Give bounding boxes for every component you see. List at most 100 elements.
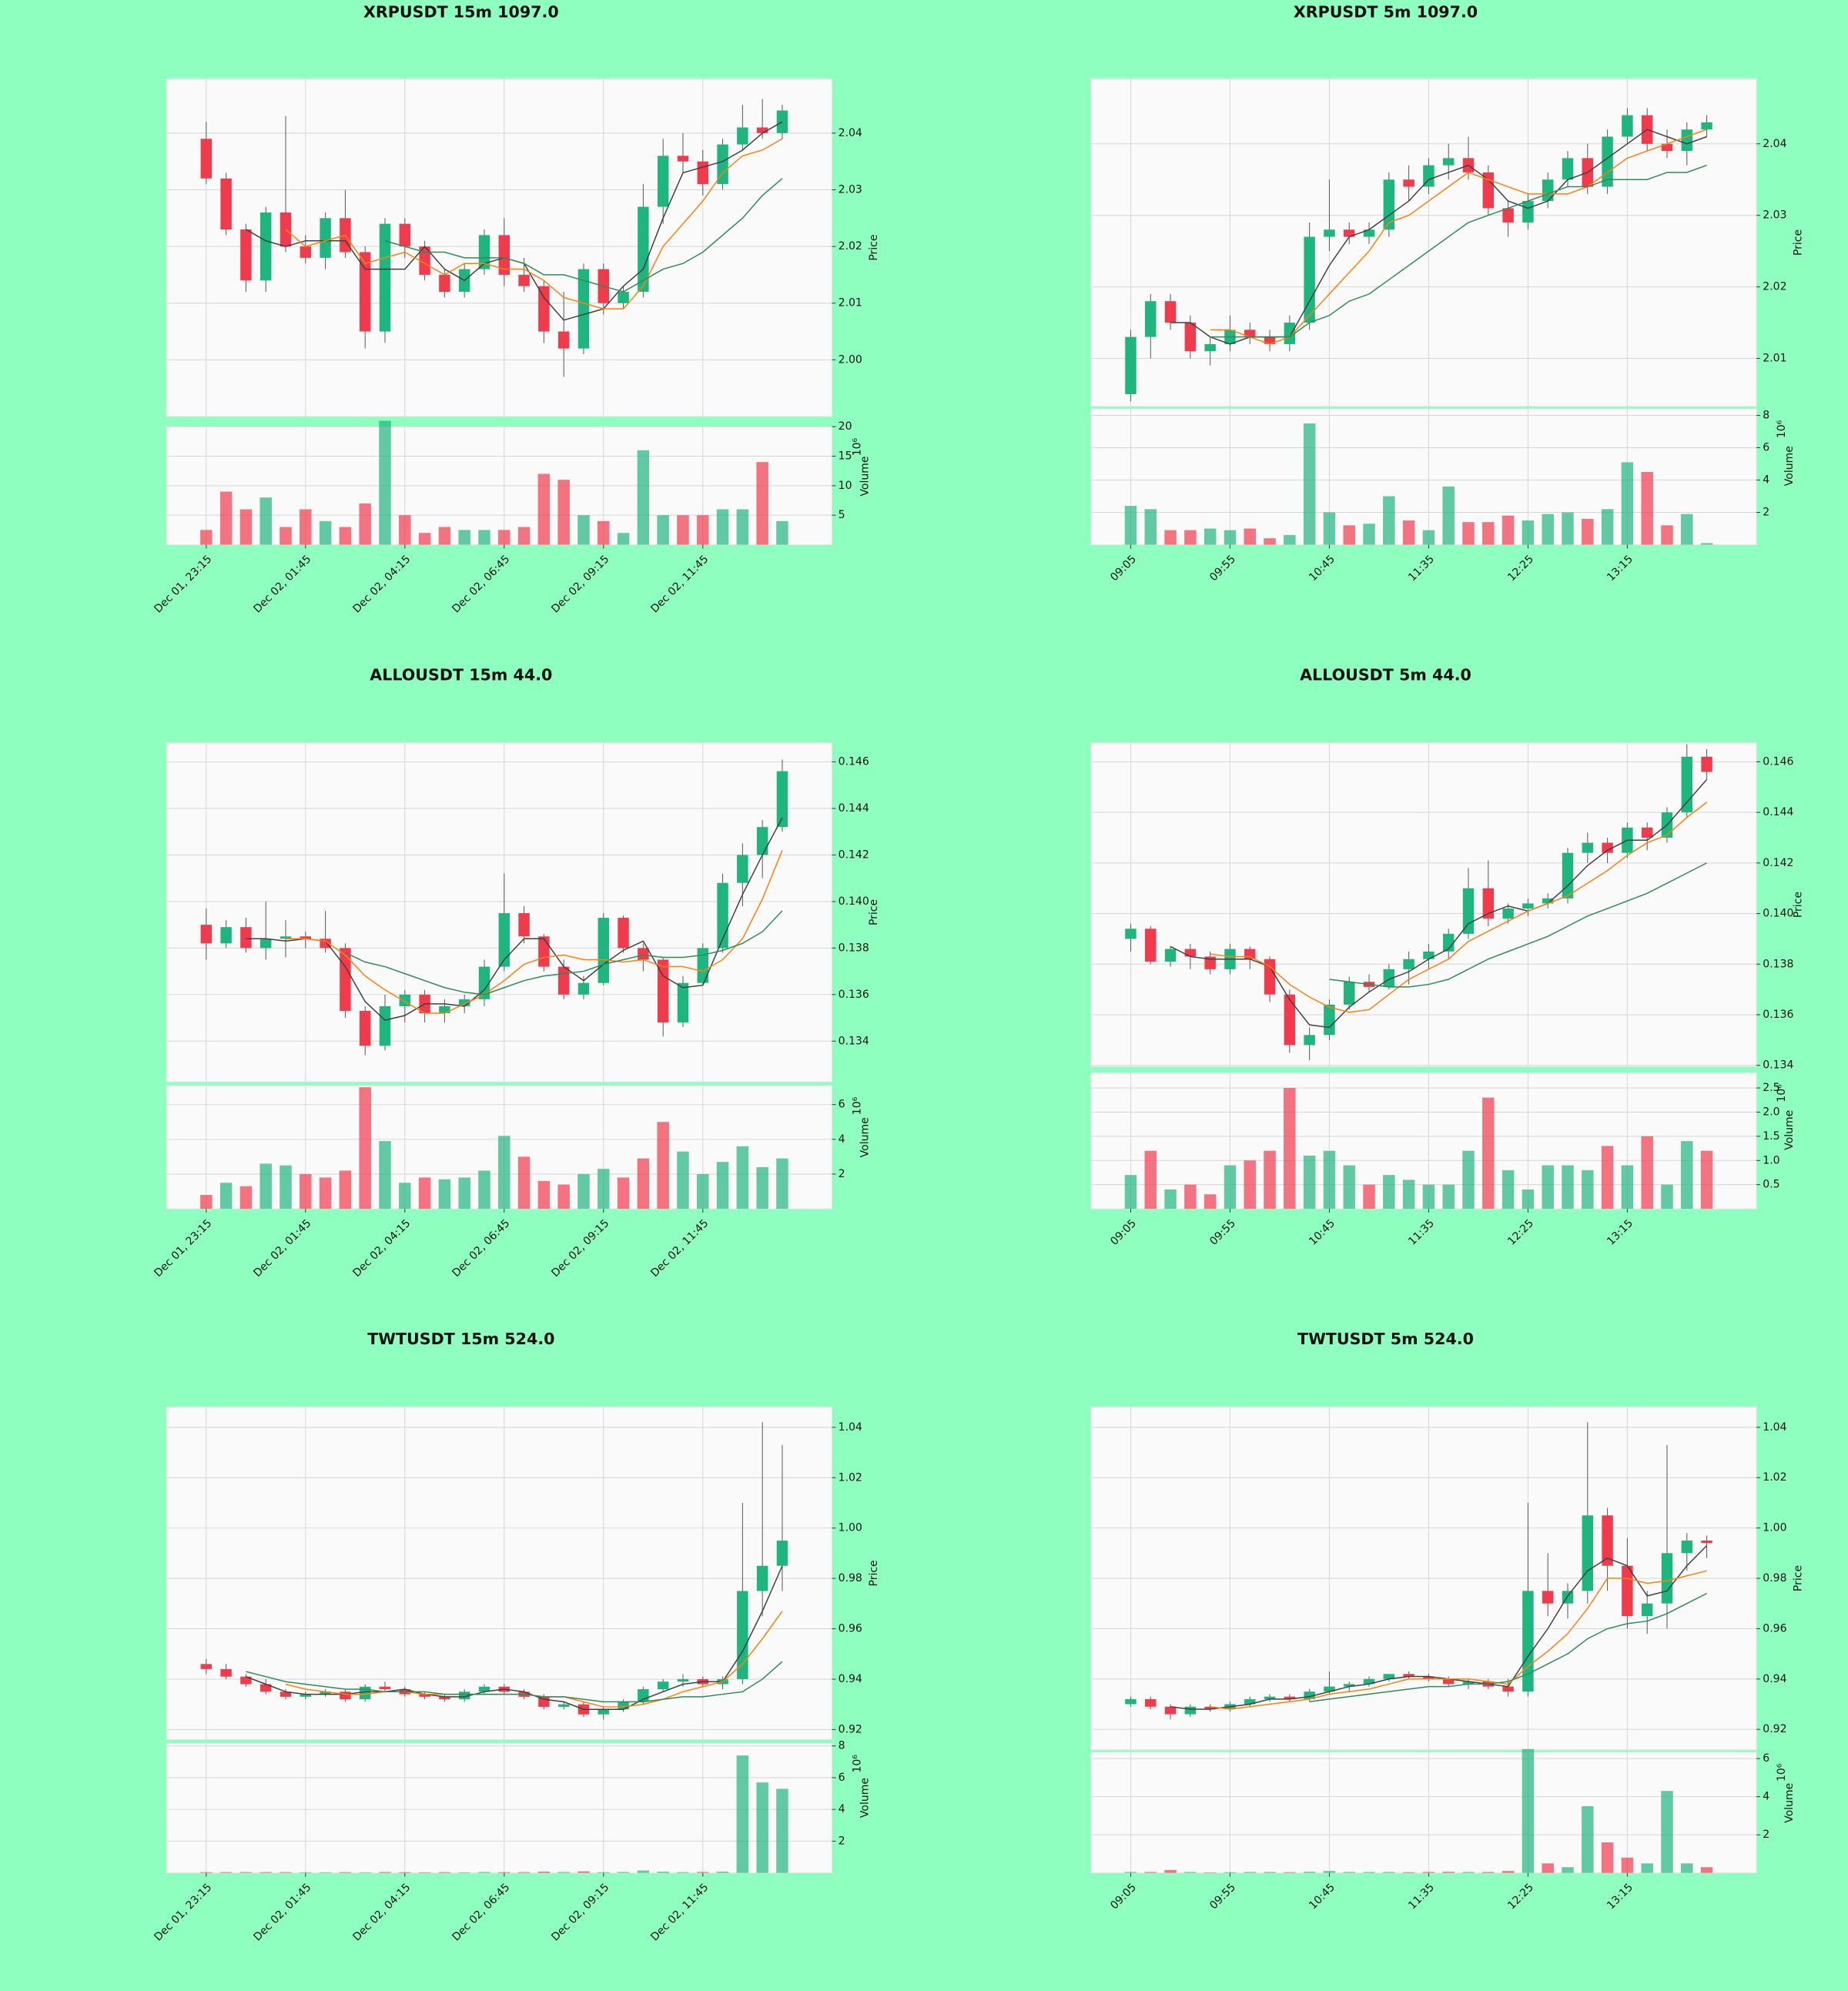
candle-body xyxy=(478,1686,490,1692)
volume-bar xyxy=(1204,1872,1217,1873)
candle-body xyxy=(1582,842,1594,853)
candle-body xyxy=(1244,949,1256,959)
volume-offset: 10⁶ xyxy=(1776,1763,1788,1782)
candle-body xyxy=(379,1006,391,1046)
candle-body xyxy=(697,948,708,983)
candle-body xyxy=(1462,1681,1475,1685)
y-tick-label: 2 xyxy=(1763,1829,1769,1841)
candle-body xyxy=(1344,1684,1355,1687)
volume-bar xyxy=(677,515,689,545)
volume-bar xyxy=(438,1872,451,1873)
candle-body xyxy=(1145,301,1157,337)
candle-body xyxy=(1284,1696,1296,1699)
y-tick-label: 1.00 xyxy=(839,1522,862,1534)
candle-body xyxy=(1562,852,1574,898)
volume-bar xyxy=(1562,1165,1574,1210)
volume-bar xyxy=(280,527,292,545)
candle-body xyxy=(1125,336,1137,394)
volume-bar xyxy=(239,1186,253,1210)
volume-bar xyxy=(537,1180,551,1210)
candle-body xyxy=(657,1681,669,1690)
candle-body xyxy=(638,948,649,960)
volume-bar xyxy=(219,1183,233,1210)
y-tick-label: 1.5 xyxy=(1763,1130,1779,1143)
candle-body xyxy=(1502,908,1514,919)
moving-average-line xyxy=(1210,129,1707,345)
volume-axis-label: Volume xyxy=(859,457,871,497)
volume-bar xyxy=(1562,512,1574,545)
volume-bar xyxy=(677,1872,689,1873)
y-tick-label: 6 xyxy=(839,1772,845,1784)
candle-body xyxy=(557,1704,570,1707)
candle-body xyxy=(1582,1515,1594,1591)
candle-body xyxy=(458,999,470,1006)
volume-bar xyxy=(478,1170,490,1210)
volume-bar xyxy=(259,1163,272,1210)
volume-bar xyxy=(756,1166,768,1210)
candle-body xyxy=(638,206,649,293)
volume-bar xyxy=(478,530,490,545)
volume-bar xyxy=(359,503,371,545)
volume-bar xyxy=(1482,1097,1495,1210)
volume-axis-label: Volume xyxy=(1783,1110,1796,1150)
volume-bar xyxy=(200,530,213,545)
volume-bar xyxy=(1641,1136,1653,1210)
candle-body xyxy=(498,235,511,275)
moving-average-line xyxy=(1329,862,1707,988)
volume-bar xyxy=(379,420,391,545)
moving-average-line xyxy=(1210,1570,1707,1710)
candle-body xyxy=(1701,1540,1712,1544)
y-tick-label: 2 xyxy=(1763,507,1769,519)
volume-bar xyxy=(1641,1863,1653,1873)
y-tick-label: 4 xyxy=(1763,473,1769,486)
candle-body xyxy=(1184,1706,1197,1715)
volume-bar xyxy=(1700,1867,1713,1873)
volume-bar xyxy=(1343,525,1355,545)
candle-body xyxy=(259,212,272,281)
candle-body xyxy=(1184,323,1197,352)
candle-body xyxy=(776,1541,788,1566)
candle-body xyxy=(1522,903,1534,909)
volume-bar xyxy=(359,1872,371,1873)
candle-body xyxy=(1661,143,1673,152)
chart-title: XRPUSDT 15m 1097.0 xyxy=(363,2,559,21)
y-tick-label: 4 xyxy=(839,1133,845,1146)
volume-bar xyxy=(517,1156,531,1210)
candle-body xyxy=(280,936,292,939)
candle-body xyxy=(1681,1540,1693,1554)
y-tick-label: 2.04 xyxy=(839,127,862,139)
candle-body xyxy=(737,1591,748,1679)
volume-bar xyxy=(359,1087,371,1210)
volume-bar xyxy=(697,1173,709,1210)
candle-body xyxy=(1681,129,1693,152)
volume-bar xyxy=(399,1872,411,1873)
volume-bar xyxy=(1582,1170,1594,1210)
candle-body xyxy=(1423,951,1435,959)
volume-bar xyxy=(1383,496,1395,545)
volume-bar xyxy=(1542,1863,1554,1873)
moving-average-line xyxy=(286,850,783,1014)
candle-body xyxy=(1304,236,1315,323)
candle-body xyxy=(320,1692,331,1695)
y-tick-label: 0.138 xyxy=(1763,958,1793,970)
volume-bar xyxy=(1542,1165,1554,1210)
y-tick-label: 0.92 xyxy=(1763,1723,1786,1735)
candle-body xyxy=(1482,888,1495,919)
chart-title: TWTUSDT 5m 524.0 xyxy=(1297,1330,1474,1348)
volume-bar xyxy=(537,1871,551,1873)
candle-body xyxy=(1403,959,1414,969)
candle-body xyxy=(1602,1515,1613,1566)
volume-bar xyxy=(716,1162,729,1210)
candle-body xyxy=(478,966,490,999)
volume-bar xyxy=(1164,1189,1177,1210)
candle-body xyxy=(220,178,232,230)
y-tick-label: 6 xyxy=(1763,441,1769,453)
volume-panel xyxy=(166,1742,832,1874)
volume-bar xyxy=(1502,1170,1515,1210)
y-tick-label: 2.03 xyxy=(1763,209,1786,222)
candle-body xyxy=(240,1676,252,1685)
candle-body xyxy=(1602,842,1613,853)
volume-bar xyxy=(637,450,650,545)
volume-bar xyxy=(1641,471,1653,545)
y-tick-label: 2.5 xyxy=(1763,1082,1779,1094)
